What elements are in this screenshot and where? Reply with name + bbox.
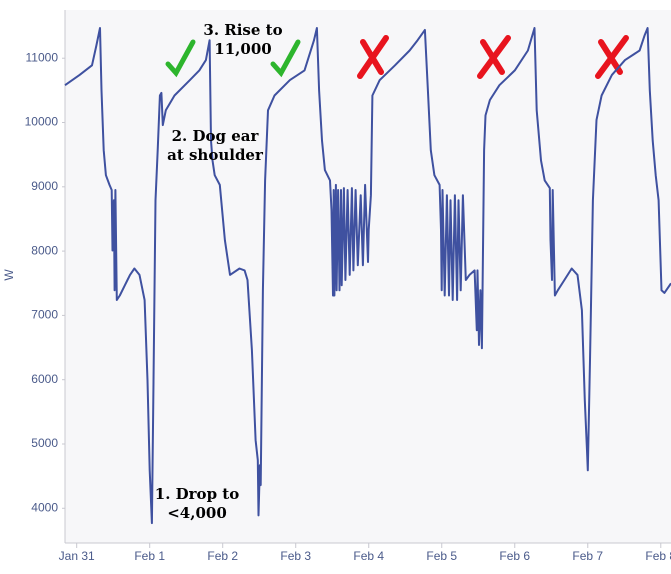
y-tick-label: 8000 <box>31 243 58 257</box>
y-tick-label: 4000 <box>31 500 58 514</box>
annotation: 1. Drop to <box>155 485 239 503</box>
annotation: 2. Dog ear <box>172 127 260 145</box>
x-tick-label: Feb 3 <box>280 549 311 563</box>
y-tick-label: 5000 <box>31 436 58 450</box>
x-tick-label: Feb 4 <box>353 549 384 563</box>
check <box>165 39 196 78</box>
x-tick-label: Feb 1 <box>134 549 165 563</box>
y-tick-label: 9000 <box>31 179 58 193</box>
y-tick-label: 11000 <box>26 50 59 64</box>
cross <box>357 35 389 79</box>
y-tick-label: 6000 <box>31 372 58 386</box>
data-line <box>64 27 671 525</box>
cross <box>595 35 629 79</box>
x-tick-label: Feb 6 <box>499 549 530 563</box>
check <box>270 39 301 78</box>
x-tick-label: Feb 8 <box>645 549 671 563</box>
annotation: 3. Rise to <box>203 21 282 39</box>
x-tick-label: Feb 7 <box>572 549 603 563</box>
annotation: <4,000 <box>167 504 227 522</box>
cross <box>477 35 511 79</box>
annotation: 11,000 <box>214 40 271 58</box>
y-tick-label: 7000 <box>31 308 58 322</box>
annotation: at shoulder <box>167 146 264 164</box>
x-tick-label: Feb 5 <box>426 549 457 563</box>
x-tick-label: Feb 2 <box>207 549 238 563</box>
y-tick-label: 10000 <box>25 115 59 129</box>
plot-area <box>65 10 671 543</box>
y-axis-label: W <box>2 269 16 281</box>
cross-marks <box>357 35 629 79</box>
x-tick-label: Jan 31 <box>59 549 95 563</box>
check-marks <box>165 39 301 78</box>
